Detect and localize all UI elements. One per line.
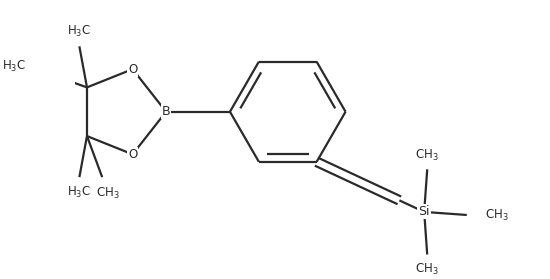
Text: B: B [162,105,170,118]
Text: CH$_3$: CH$_3$ [96,186,120,201]
Text: H$_3$C: H$_3$C [67,185,91,200]
Text: O: O [128,148,138,161]
Text: Si: Si [419,205,430,218]
Text: O: O [128,63,138,76]
Text: H$_3$C: H$_3$C [2,59,26,74]
Text: CH$_3$: CH$_3$ [485,207,509,223]
Text: CH$_3$: CH$_3$ [415,262,439,277]
Text: H$_3$C: H$_3$C [67,23,91,39]
Text: CH$_3$: CH$_3$ [415,148,439,163]
